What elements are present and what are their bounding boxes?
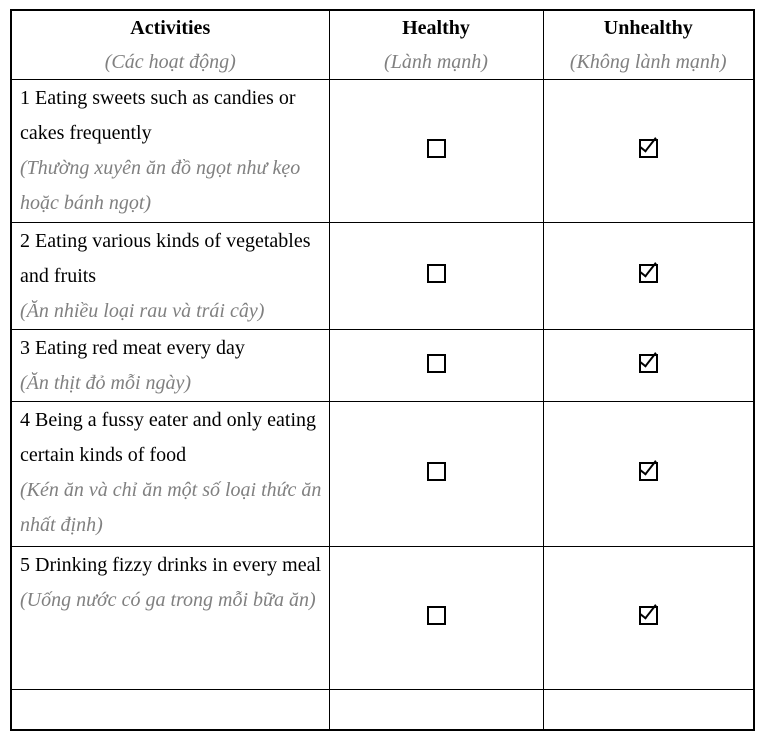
healthy-cell	[328, 329, 544, 402]
cutoff-cell	[328, 689, 544, 730]
cutoff-cell	[10, 689, 330, 730]
activity-text-vi: (Kén ăn và chỉ ăn một số loại thức ăn nh…	[20, 479, 322, 536]
header-unhealthy-vi: (Không lành mạnh)	[569, 51, 727, 73]
unhealthy-cell	[542, 401, 755, 547]
unhealthy-checkbox[interactable]	[638, 139, 658, 158]
header-unhealthy-en: Unhealthy	[603, 17, 693, 39]
activity-text-en: 3 Eating red meat every day	[20, 337, 245, 359]
unhealthy-checkbox[interactable]	[638, 462, 658, 481]
header-healthy-vi: (Lành mạnh)	[384, 51, 488, 73]
activity-cell: 4 Being a fussy eater and only eating ce…	[10, 401, 330, 547]
activity-cell: 5 Drinking fizzy drinks in every meal (U…	[10, 546, 330, 690]
table-row: 1 Eating sweets such as candies or cakes…	[10, 79, 755, 223]
header-activities-vi: (Các hoạt động)	[104, 51, 236, 73]
column-header-unhealthy: Unhealthy (Không lành mạnh)	[542, 9, 755, 80]
activity-text-vi: (Ăn nhiều loại rau và trái cây)	[20, 300, 265, 322]
table-row: 5 Drinking fizzy drinks in every meal (U…	[10, 546, 755, 690]
unhealthy-checkbox[interactable]	[638, 353, 658, 373]
activity-text-vi: (Ăn thịt đỏ mỗi ngày)	[20, 372, 192, 394]
activity-cell: 2 Eating various kinds of vegetables and…	[10, 222, 330, 330]
header-activities-en: Activities	[130, 17, 211, 39]
activity-text-en: 2 Eating various kinds of vegetables and…	[20, 230, 311, 287]
healthy-cell	[328, 546, 544, 690]
unhealthy-cell	[542, 222, 755, 330]
unhealthy-checkbox[interactable]	[638, 606, 658, 625]
activity-cell: 1 Eating sweets such as candies or cakes…	[10, 79, 330, 223]
table-row: 3 Eating red meat every day (Ăn thịt đỏ …	[10, 329, 755, 402]
column-header-healthy: Healthy (Lành mạnh)	[328, 9, 544, 80]
header-healthy-en: Healthy	[402, 17, 470, 39]
healthy-checkbox[interactable]	[426, 139, 446, 158]
column-header-activities: Activities (Các hoạt động)	[10, 9, 330, 80]
healthy-cell	[328, 401, 544, 547]
healthy-cell	[328, 222, 544, 330]
activity-text-en: 1 Eating sweets such as candies or cakes…	[20, 87, 296, 144]
unhealthy-checkbox[interactable]	[638, 264, 658, 283]
healthy-cell	[328, 79, 544, 223]
unhealthy-cell	[542, 546, 755, 690]
activity-cell: 3 Eating red meat every day (Ăn thịt đỏ …	[10, 329, 330, 402]
table-row: 4 Being a fussy eater and only eating ce…	[10, 401, 755, 547]
table-row: 2 Eating various kinds of vegetables and…	[10, 222, 755, 330]
healthy-checkbox[interactable]	[426, 606, 446, 625]
healthy-unhealthy-table: Activities (Các hoạt động) Healthy (Lành…	[10, 9, 755, 731]
cutoff-cell	[542, 689, 755, 730]
activity-text-vi: (Thường xuyên ăn đồ ngọt như kẹo hoặc bá…	[20, 157, 301, 214]
unhealthy-cell	[542, 329, 755, 402]
cutoff-row	[10, 689, 755, 730]
header-row: Activities (Các hoạt động) Healthy (Lành…	[10, 9, 755, 80]
healthy-checkbox[interactable]	[426, 264, 446, 283]
activity-text-vi: (Uống nước có ga trong mỗi bữa ăn)	[20, 589, 316, 611]
healthy-checkbox[interactable]	[426, 353, 446, 373]
document-page: Activities (Các hoạt động) Healthy (Lành…	[0, 0, 763, 691]
unhealthy-cell	[542, 79, 755, 223]
activity-text-en: 4 Being a fussy eater and only eating ce…	[20, 409, 317, 466]
healthy-checkbox[interactable]	[426, 462, 446, 481]
activity-text-en: 5 Drinking fizzy drinks in every meal	[20, 554, 322, 576]
